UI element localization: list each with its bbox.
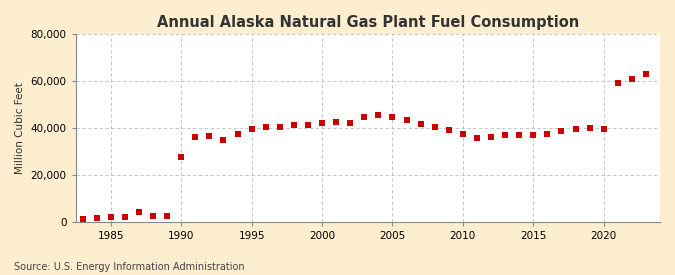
- Point: [232, 131, 243, 136]
- Point: [429, 125, 440, 129]
- Point: [218, 138, 229, 142]
- Point: [134, 210, 144, 214]
- Point: [77, 217, 88, 221]
- Point: [302, 123, 313, 128]
- Point: [190, 135, 200, 139]
- Point: [148, 214, 159, 219]
- Point: [485, 134, 496, 139]
- Point: [415, 122, 426, 127]
- Point: [472, 136, 483, 141]
- Point: [317, 121, 327, 125]
- Point: [162, 214, 173, 218]
- Text: Source: U.S. Energy Information Administration: Source: U.S. Energy Information Administ…: [14, 262, 244, 272]
- Point: [556, 129, 567, 134]
- Point: [359, 115, 370, 119]
- Point: [387, 115, 398, 119]
- Point: [612, 81, 623, 86]
- Point: [598, 127, 609, 131]
- Point: [119, 215, 130, 219]
- Point: [176, 155, 186, 160]
- Point: [641, 72, 651, 76]
- Point: [584, 126, 595, 130]
- Point: [274, 125, 285, 129]
- Title: Annual Alaska Natural Gas Plant Fuel Consumption: Annual Alaska Natural Gas Plant Fuel Con…: [157, 15, 579, 30]
- Point: [528, 133, 539, 137]
- Point: [246, 127, 257, 131]
- Point: [458, 132, 468, 137]
- Point: [91, 216, 102, 220]
- Point: [626, 76, 637, 81]
- Point: [514, 133, 524, 138]
- Point: [443, 128, 454, 132]
- Point: [570, 127, 581, 131]
- Point: [345, 121, 356, 125]
- Point: [105, 215, 116, 220]
- Point: [500, 133, 510, 137]
- Point: [373, 113, 384, 117]
- Point: [331, 120, 342, 124]
- Point: [288, 123, 299, 128]
- Point: [204, 134, 215, 138]
- Point: [542, 131, 553, 136]
- Point: [261, 125, 271, 129]
- Point: [401, 118, 412, 123]
- Y-axis label: Million Cubic Feet: Million Cubic Feet: [15, 82, 25, 174]
